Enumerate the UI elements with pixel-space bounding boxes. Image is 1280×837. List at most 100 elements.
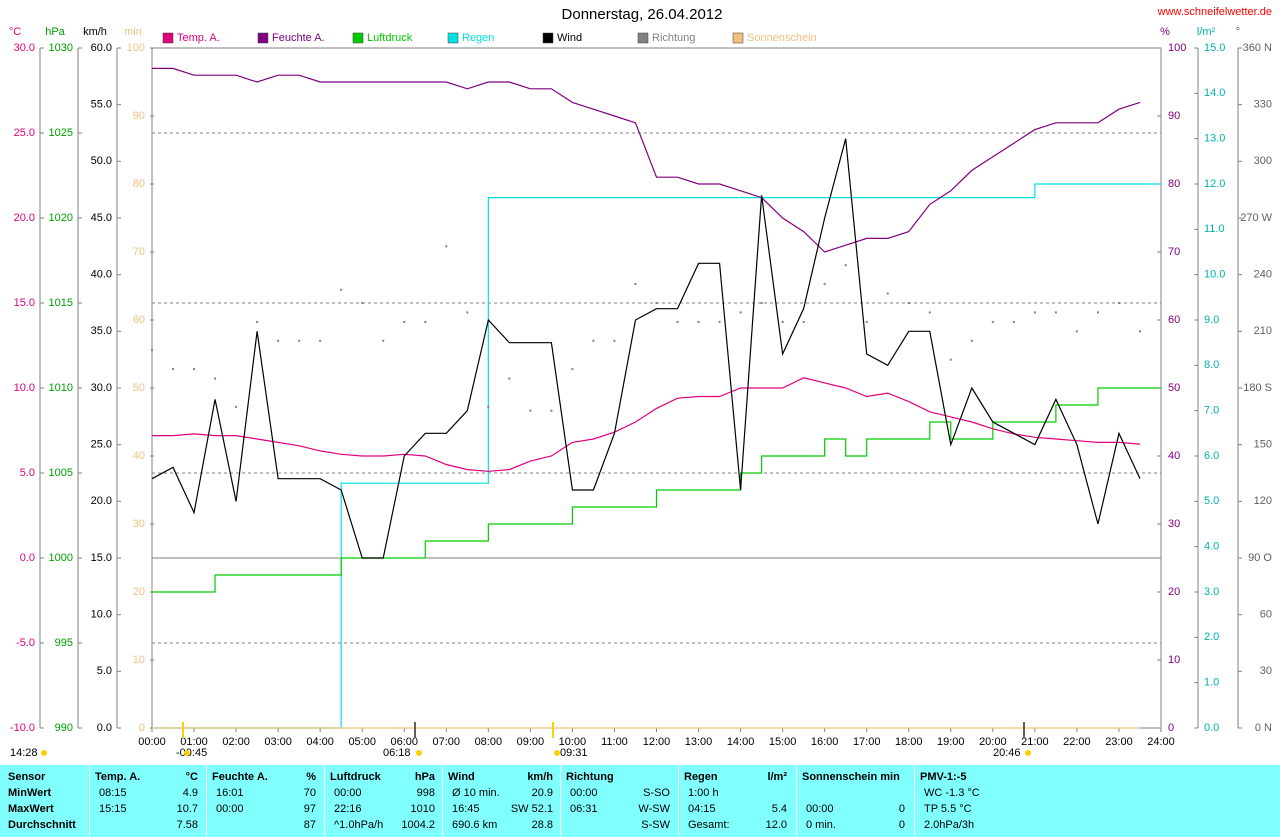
- x-tick-label: 01:00: [180, 736, 208, 748]
- annotation-icon: [416, 750, 422, 756]
- direction-dot: [844, 264, 847, 267]
- y-tick-label: 12.0: [1204, 178, 1225, 190]
- y-tick-label: 15.0: [14, 297, 35, 309]
- direction-dot: [928, 311, 931, 314]
- direction-dot: [172, 368, 175, 371]
- y-tick-label: 120: [1254, 495, 1272, 507]
- axis-unit: °C: [9, 26, 21, 38]
- plot-area: [151, 47, 1162, 729]
- cell-label: ^1.0hPa/h: [334, 819, 384, 831]
- y-tick-label: 25.0: [14, 127, 35, 139]
- chart-title: Donnerstag, 26.04.2012: [562, 6, 723, 23]
- column-title: Sensor: [8, 771, 46, 783]
- y-tick-label: 45.0: [91, 212, 112, 224]
- y-tick-label: 11.0: [1204, 223, 1225, 235]
- cell-label: 04:15: [688, 803, 716, 815]
- annotation: -00:45: [176, 747, 207, 759]
- direction-dot: [634, 283, 637, 286]
- cell-value: W-SW: [638, 803, 670, 815]
- source-link: www.schneifelwetter.de: [1157, 6, 1272, 18]
- cell-value: 70: [303, 787, 316, 799]
- direction-dot: [1138, 330, 1141, 333]
- cell-label: 08:15: [99, 787, 127, 799]
- chart: Donnerstag, 26.04.2012 www.schneifelwett…: [9, 6, 1273, 759]
- axis-unit: l/m²: [1197, 26, 1216, 38]
- y-tick-label: 1020: [49, 212, 73, 224]
- y-tick-label: 20.0: [91, 495, 112, 507]
- legend-swatch: [732, 32, 744, 44]
- column-unit: hPa: [414, 771, 435, 783]
- y-tick-label: 15.0: [91, 552, 112, 564]
- y-tick-label: 2.0: [1204, 631, 1219, 643]
- x-tick-label: 12:00: [643, 736, 671, 748]
- annotation-icon: [554, 750, 560, 756]
- series-line: [151, 138, 1141, 559]
- column-title: Wind: [448, 771, 475, 783]
- direction-dot: [1033, 311, 1036, 314]
- y-tick-label: 80: [133, 178, 145, 190]
- direction-dot: [823, 283, 826, 286]
- legend-label: Wind: [557, 32, 582, 44]
- cell-value: 97: [303, 803, 316, 815]
- direction-dot: [718, 320, 721, 323]
- cell-label: 00:00: [334, 787, 362, 799]
- cell-label: 690.6 km: [452, 819, 498, 831]
- cell-value: 4.9: [182, 787, 198, 799]
- direction-dot: [445, 245, 448, 248]
- column-unit: km/h: [527, 771, 553, 783]
- x-tick-label: 14:00: [727, 736, 755, 748]
- direction-dot: [592, 339, 595, 342]
- column-separator: [206, 765, 207, 837]
- direction-dot: [676, 320, 679, 323]
- column-unit: l/m²: [767, 771, 787, 783]
- cell-label: 06:31: [570, 803, 598, 815]
- y-tick-label: 35.0: [91, 325, 112, 337]
- column-title: Feuchte A.: [212, 771, 268, 783]
- cell-label: 00:00: [806, 803, 834, 815]
- column-title: Regen: [684, 771, 718, 783]
- direction-dot: [298, 339, 301, 342]
- y-tick-label: 50.0: [91, 155, 112, 167]
- cell-value: 0: [898, 819, 905, 831]
- series-line: [152, 387, 1161, 593]
- x-tick-label: 19:00: [937, 736, 965, 748]
- direction-dot: [508, 377, 511, 380]
- axis-unit: %: [1160, 26, 1170, 38]
- direction-dot: [424, 320, 427, 323]
- y-tick-label: 7.0: [1204, 405, 1219, 417]
- y-tick-label: 1015: [49, 297, 73, 309]
- y-tick-label: 1000: [49, 552, 73, 564]
- cell-label: 2.0hPa/3h: [924, 819, 975, 831]
- cell-label: 15:15: [99, 803, 127, 815]
- direction-dot: [1117, 302, 1120, 304]
- y-tick-label: 330: [1254, 99, 1272, 111]
- y-tick-label: 0.0: [1204, 722, 1219, 734]
- direction-dot: [1096, 311, 1099, 314]
- y-tick-label: 1030: [49, 42, 73, 54]
- y-tick-label: 60.0: [91, 42, 112, 54]
- y-tick-label: 40: [1168, 450, 1180, 462]
- cell-label: MinWert: [8, 787, 52, 799]
- direction-dot: [991, 320, 994, 323]
- cell-label: TP 5.5 °C: [924, 803, 972, 815]
- y-tick-label: 8.0: [1204, 359, 1219, 371]
- column-title: Temp. A.: [95, 771, 141, 783]
- y-tick-label: 270 W: [1240, 212, 1272, 224]
- direction-dot: [277, 339, 280, 342]
- cell-value: 87: [303, 819, 316, 831]
- axis-unit: km/h: [83, 26, 107, 38]
- cell-value: 20.9: [531, 787, 553, 799]
- column-separator: [442, 765, 443, 837]
- annotation: 06:18: [383, 747, 411, 759]
- cell-value: 1004.2: [401, 819, 435, 831]
- x-tick-label: 10:00: [559, 736, 587, 748]
- cell-label: 16:01: [216, 787, 244, 799]
- direction-dot: [613, 339, 616, 342]
- x-tick-label: 16:00: [811, 736, 839, 748]
- annotation-icon: [1025, 750, 1031, 756]
- y-tick-label: 10: [1168, 654, 1180, 666]
- y-tick-label: 150: [1254, 439, 1272, 451]
- legend-swatch: [257, 32, 269, 44]
- x-tick-label: 03:00: [264, 736, 292, 748]
- y-tick-label: 10.0: [91, 609, 112, 621]
